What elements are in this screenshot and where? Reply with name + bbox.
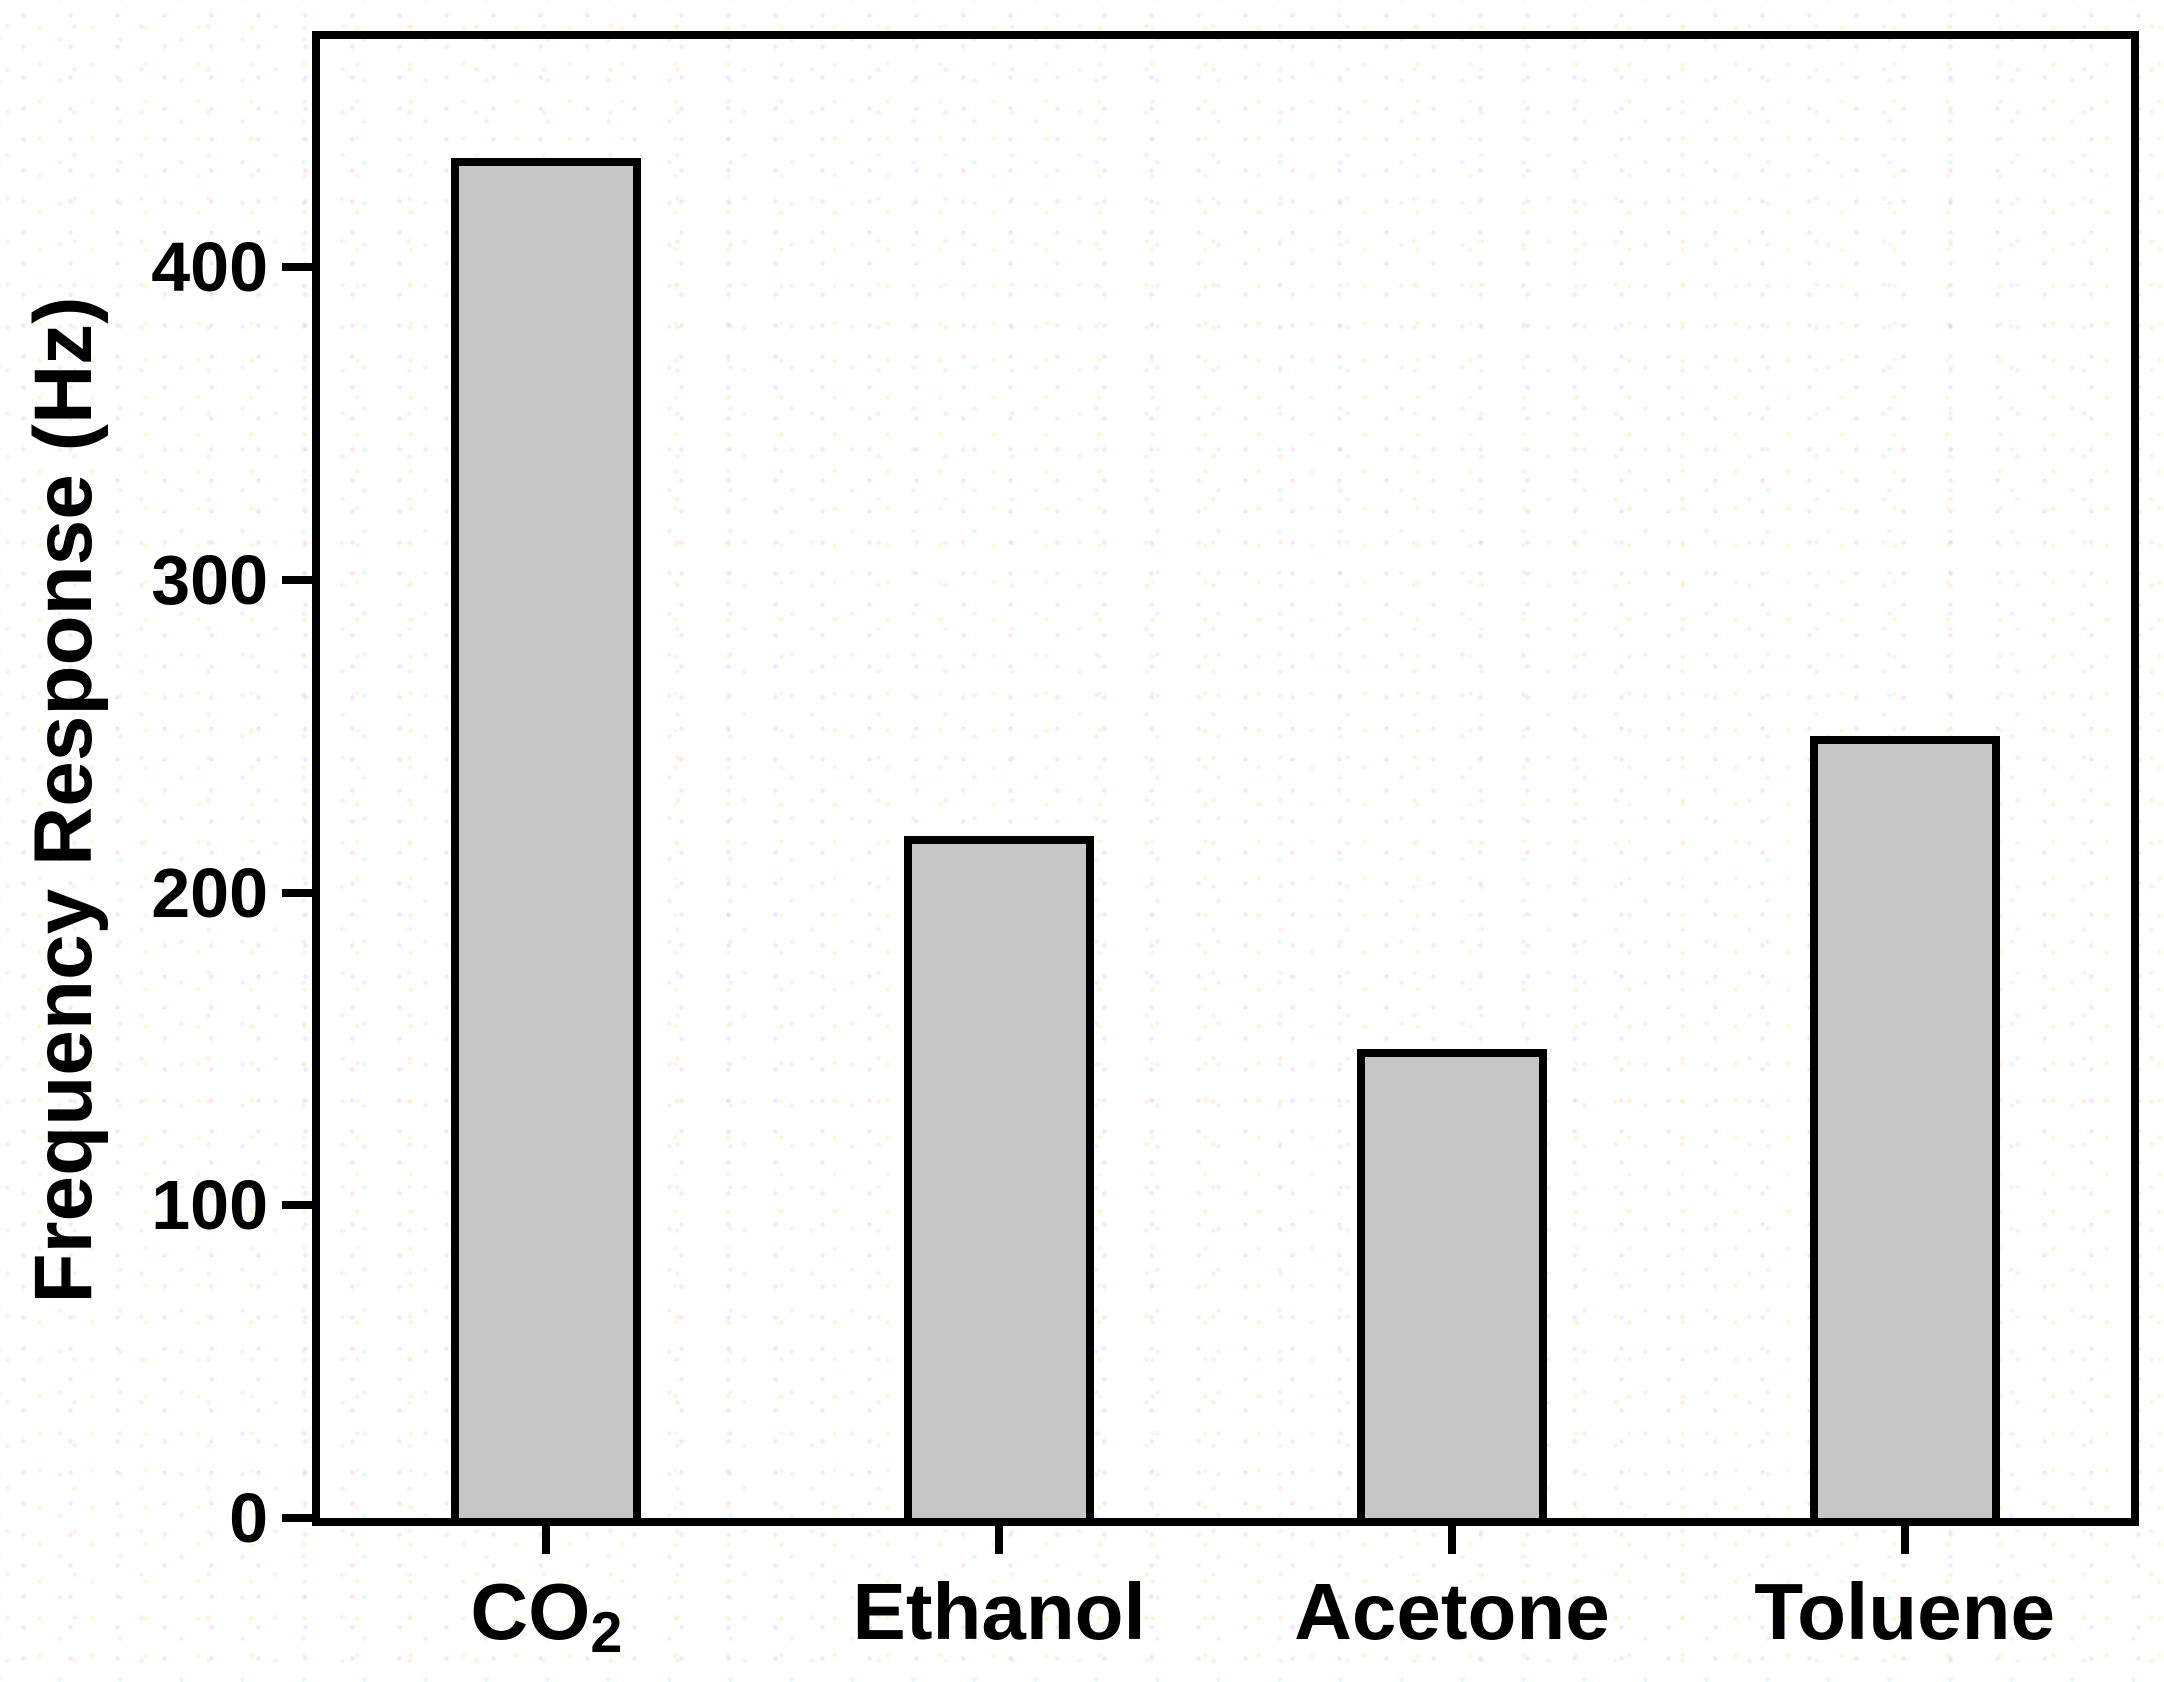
y-tick-label: 300 [151, 540, 268, 619]
x-category-label-ethanol: Ethanol [699, 1566, 1299, 1658]
x-category-label-toluene: Toluene [1605, 1566, 2164, 1658]
x-tick [1900, 1526, 1909, 1554]
y-tick [282, 575, 312, 584]
y-tick [282, 1514, 312, 1522]
x-tick [995, 1526, 1004, 1554]
bar-co2 [451, 157, 642, 1518]
y-tick [282, 263, 312, 272]
y-tick-label: 100 [151, 1166, 268, 1245]
x-category-label-acetone: Acetone [1152, 1566, 1752, 1658]
bar-ethanol [904, 836, 1095, 1518]
y-tick-label: 0 [229, 1479, 268, 1557]
x-tick [1447, 1526, 1456, 1554]
y-tick [282, 1201, 312, 1210]
x-category-label-co2: CO2 [246, 1566, 846, 1661]
x-category-label-subscript: 2 [590, 1600, 623, 1665]
bar-acetone [1356, 1048, 1547, 1518]
x-category-label-text: CO [470, 1567, 591, 1656]
x-category-label-text: Acetone [1294, 1567, 1610, 1656]
x-category-label-text: Toluene [1754, 1567, 2055, 1656]
plot-area [312, 31, 2139, 1526]
y-tick [282, 888, 312, 897]
y-tick-label: 200 [151, 853, 268, 932]
y-tick-label: 400 [151, 228, 268, 307]
bar-toluene [1809, 736, 2000, 1518]
x-tick [542, 1526, 551, 1554]
x-category-label-text: Ethanol [852, 1567, 1146, 1656]
y-axis-title: Frequency Response (Hz) [18, 296, 109, 1304]
